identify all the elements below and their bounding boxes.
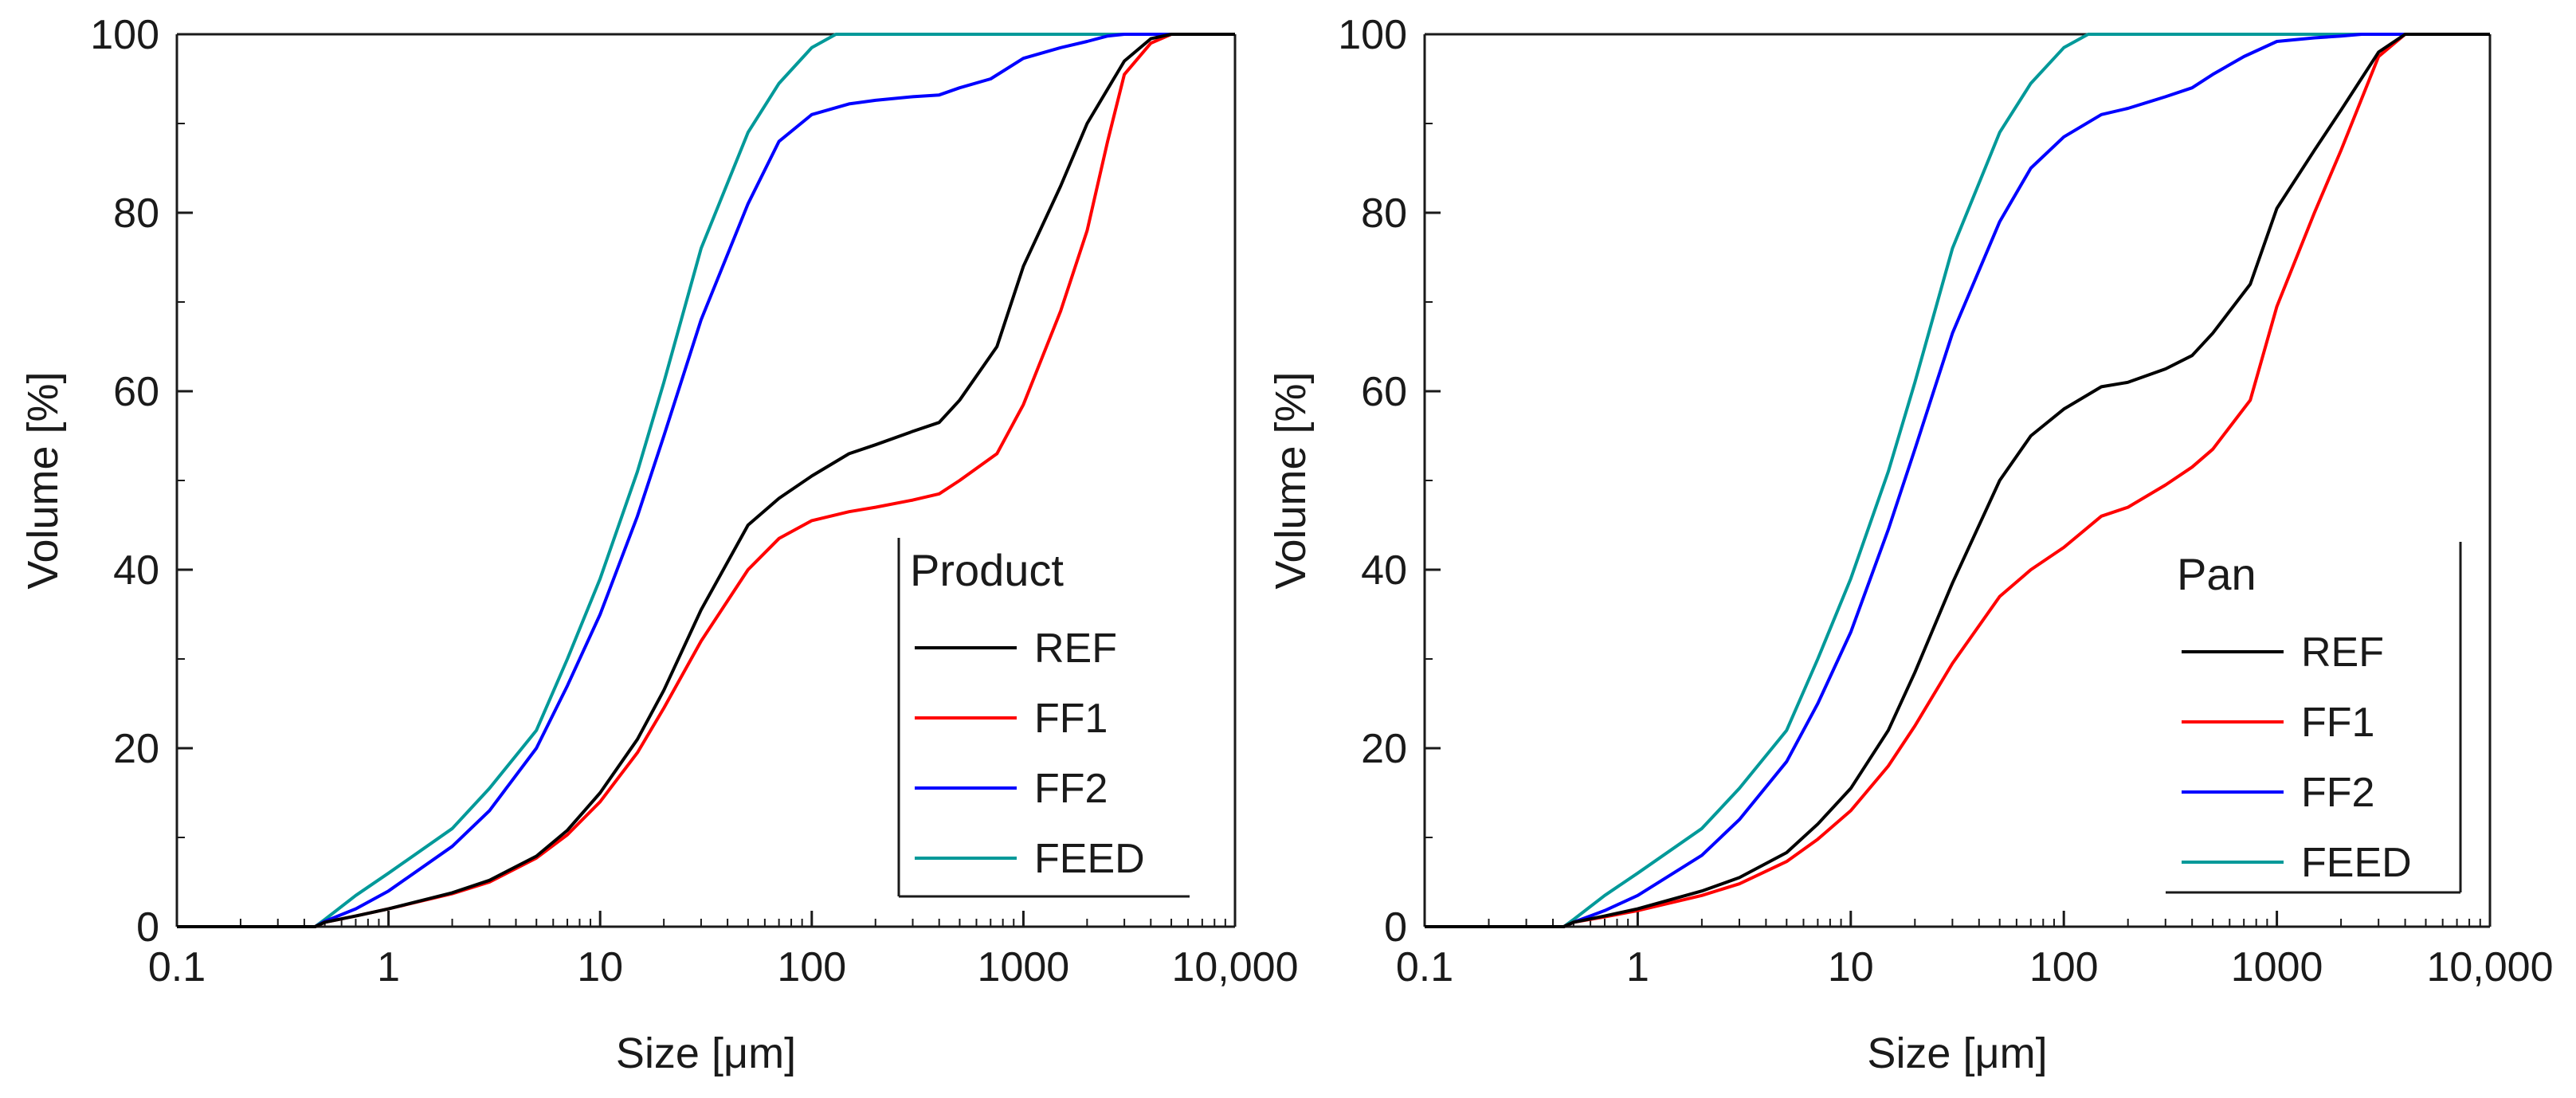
series-line-ff2 xyxy=(177,33,1235,928)
y-tick-label: 100 xyxy=(90,12,159,58)
chart-panel-2: 0.1 1 10 100 1000 10,000 0 20 40 60 80 100 Size [μm]… xyxy=(1267,12,2554,1077)
legend-label-feed: FEED xyxy=(2301,840,2412,886)
x-tick-label: 10,000 xyxy=(2426,944,2553,990)
y-axis-title: Volume [%] xyxy=(1267,371,1315,589)
chart-panel-1: 0.1 1 10 100 1000 10,000 0 20 40 60 80 100 Size [μm]… xyxy=(19,12,1299,1077)
legend: Product REF FF1 FF2 FEED xyxy=(897,538,1190,898)
legend-label-ff1: FF1 xyxy=(2301,700,2374,746)
x-tick-label: 10,000 xyxy=(1171,944,1298,990)
y-tick-label: 20 xyxy=(113,726,159,772)
x-tick-label: 0.1 xyxy=(1396,944,1453,990)
x-tick-label: 1000 xyxy=(2231,944,2323,990)
x-axis-title: Size [μm] xyxy=(1867,1029,2047,1077)
legend-label-ff1: FF1 xyxy=(1034,696,1108,742)
x-axis-title: Size [μm] xyxy=(616,1029,796,1077)
y-tick-label: 80 xyxy=(113,190,159,237)
x-tick-label: 1 xyxy=(377,944,400,990)
legend-title: Pan xyxy=(2177,549,2256,599)
y-tick-label: 0 xyxy=(136,904,159,951)
legend-label-ref: REF xyxy=(1034,625,1117,672)
x-tick-label: 0.1 xyxy=(148,944,206,990)
y-tick-label: 60 xyxy=(1361,369,1407,415)
legend-label-ref: REF xyxy=(2301,629,2384,676)
series-line-ref xyxy=(177,33,1235,928)
y-tick-label: 80 xyxy=(1361,190,1407,237)
y-tick-label: 0 xyxy=(1384,904,1407,951)
series-line-ff1 xyxy=(1425,33,2490,928)
legend: Pan REF FF1 FF2 FEED xyxy=(2166,542,2462,894)
x-tick-label: 1000 xyxy=(978,944,1070,990)
x-tick-label: 10 xyxy=(1828,944,1874,990)
series-line-ref xyxy=(1425,33,2490,928)
y-tick-label: 40 xyxy=(1361,547,1407,594)
legend-title: Product xyxy=(910,545,1064,595)
x-tick-label: 100 xyxy=(2029,944,2099,990)
series-line-ff2 xyxy=(1425,33,2490,928)
legend-label-ff2: FF2 xyxy=(2301,770,2374,816)
x-tick-label: 10 xyxy=(577,944,623,990)
y-tick-label: 100 xyxy=(1338,12,1407,58)
y-tick-label: 60 xyxy=(113,369,159,415)
y-tick-label: 40 xyxy=(113,547,159,594)
legend-label-feed: FEED xyxy=(1034,836,1145,882)
x-tick-label: 100 xyxy=(777,944,846,990)
x-tick-label: 1 xyxy=(1626,944,1649,990)
y-tick-label: 20 xyxy=(1361,726,1407,772)
y-axis-title: Volume [%] xyxy=(19,371,67,589)
series-line-feed xyxy=(177,33,1235,928)
series-line-feed xyxy=(1425,33,2490,928)
legend-label-ff2: FF2 xyxy=(1034,766,1108,812)
